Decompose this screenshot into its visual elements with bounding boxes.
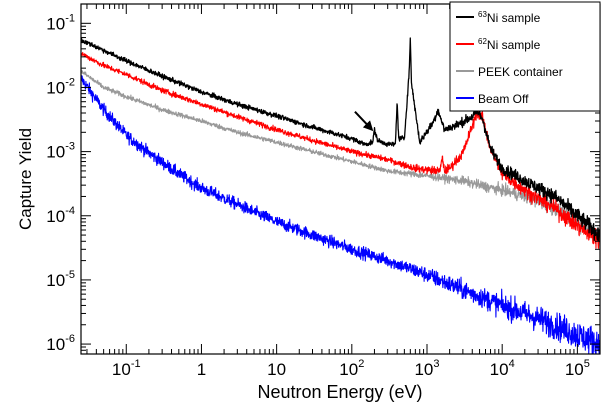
series-line-beam-off (81, 74, 600, 354)
legend-label: 63Ni sample (478, 10, 541, 25)
series-line-peek-container (81, 68, 600, 242)
x-tick-label: 105 (565, 358, 590, 379)
x-tick-label: 10 (267, 360, 286, 379)
y-axis-label: Capture Yield (16, 128, 35, 230)
y-tick-label: 10-6 (46, 333, 75, 354)
tick-labels: 10-1 1 10 102 103 104 105 10-6 10-5 10-4 10-3 10-2 1… (46, 12, 590, 379)
legend-label: 62Ni sample (478, 37, 541, 52)
y-tick-label: 10-1 (46, 12, 75, 33)
y-tick-label: 10-3 (46, 141, 75, 162)
y-tick-label: 10-2 (46, 76, 75, 97)
x-tick-label: 103 (414, 358, 439, 379)
series-layer (81, 37, 600, 354)
legend: 63Ni sample 62Ni sample PEEK container Beam… (449, 1, 601, 112)
y-tick-label: 10-4 (46, 205, 75, 226)
annotation-arrow (354, 110, 374, 132)
x-tick-label: 1 (197, 360, 206, 379)
x-axis-label: Neutron Energy (eV) (257, 382, 422, 402)
legend-box (449, 1, 601, 112)
series-line-63ni-sample (81, 37, 600, 242)
legend-label: Beam Off (478, 92, 529, 106)
y-tick-label: 10-5 (46, 269, 75, 290)
x-tick-label: 102 (339, 358, 364, 379)
legend-label: PEEK container (478, 65, 563, 79)
x-tick-label: 10-1 (112, 358, 141, 379)
series-line-62ni-sample (81, 51, 600, 249)
x-tick-label: 104 (490, 358, 515, 379)
